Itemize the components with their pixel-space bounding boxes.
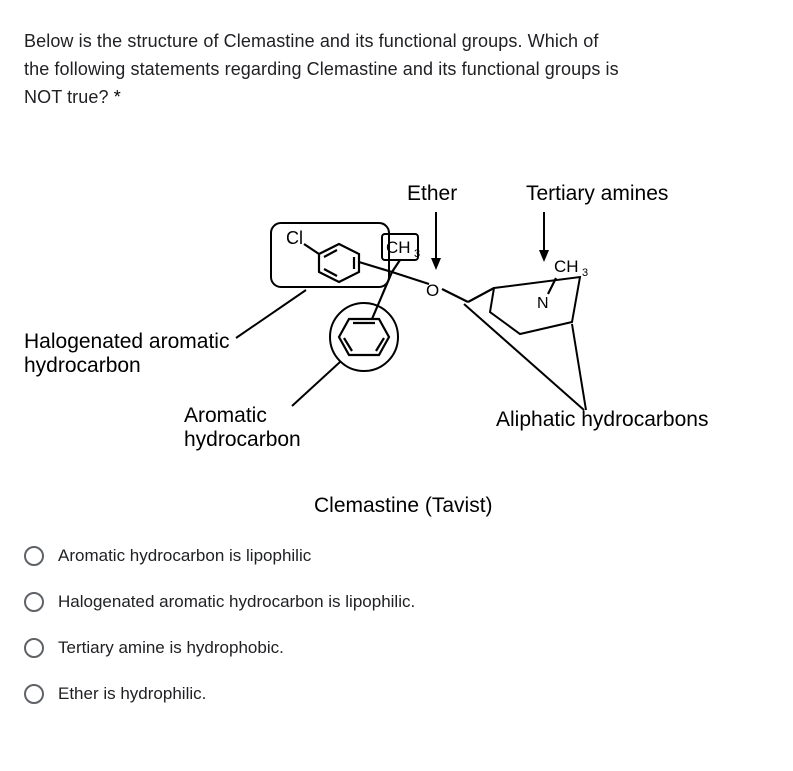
radio-icon: [24, 638, 44, 658]
radio-icon: [24, 684, 44, 704]
question-line-2: the following statements regarding Clema…: [24, 59, 619, 79]
option-label: Aromatic hydrocarbon is lipophilic: [58, 546, 311, 566]
svg-text:3: 3: [414, 248, 420, 260]
radio-icon: [24, 592, 44, 612]
quiz-page: Below is the structure of Clemastine and…: [0, 0, 793, 750]
options-list: Aromatic hydrocarbon is lipophilic Halog…: [24, 538, 769, 712]
svg-text:CH: CH: [554, 257, 579, 276]
svg-text:CH: CH: [386, 238, 411, 257]
svg-text:N: N: [537, 295, 549, 312]
option-tertiary-amine-hydrophobic[interactable]: Tertiary amine is hydrophobic.: [24, 630, 769, 666]
option-ether-hydrophilic[interactable]: Ether is hydrophilic.: [24, 676, 769, 712]
figure-caption: Clemastine (Tavist): [314, 494, 493, 518]
svg-text:O: O: [426, 281, 439, 300]
question-line-1: Below is the structure of Clemastine and…: [24, 31, 598, 51]
svg-text:Cl: Cl: [286, 228, 303, 248]
clemastine-figure: Ether Tertiary amines Halogenated aromat…: [24, 144, 769, 534]
radio-icon: [24, 546, 44, 566]
molecule-svg: Cl CH 3: [24, 144, 769, 484]
question-line-3: NOT true?: [24, 87, 109, 107]
required-mark: *: [114, 87, 121, 107]
option-label: Halogenated aromatic hydrocarbon is lipo…: [58, 592, 415, 612]
option-halogenated-lipophilic[interactable]: Halogenated aromatic hydrocarbon is lipo…: [24, 584, 769, 620]
svg-text:3: 3: [582, 267, 588, 279]
question-text: Below is the structure of Clemastine and…: [24, 28, 769, 112]
option-label: Ether is hydrophilic.: [58, 684, 206, 704]
option-aromatic-lipophilic[interactable]: Aromatic hydrocarbon is lipophilic: [24, 538, 769, 574]
option-label: Tertiary amine is hydrophobic.: [58, 638, 284, 658]
